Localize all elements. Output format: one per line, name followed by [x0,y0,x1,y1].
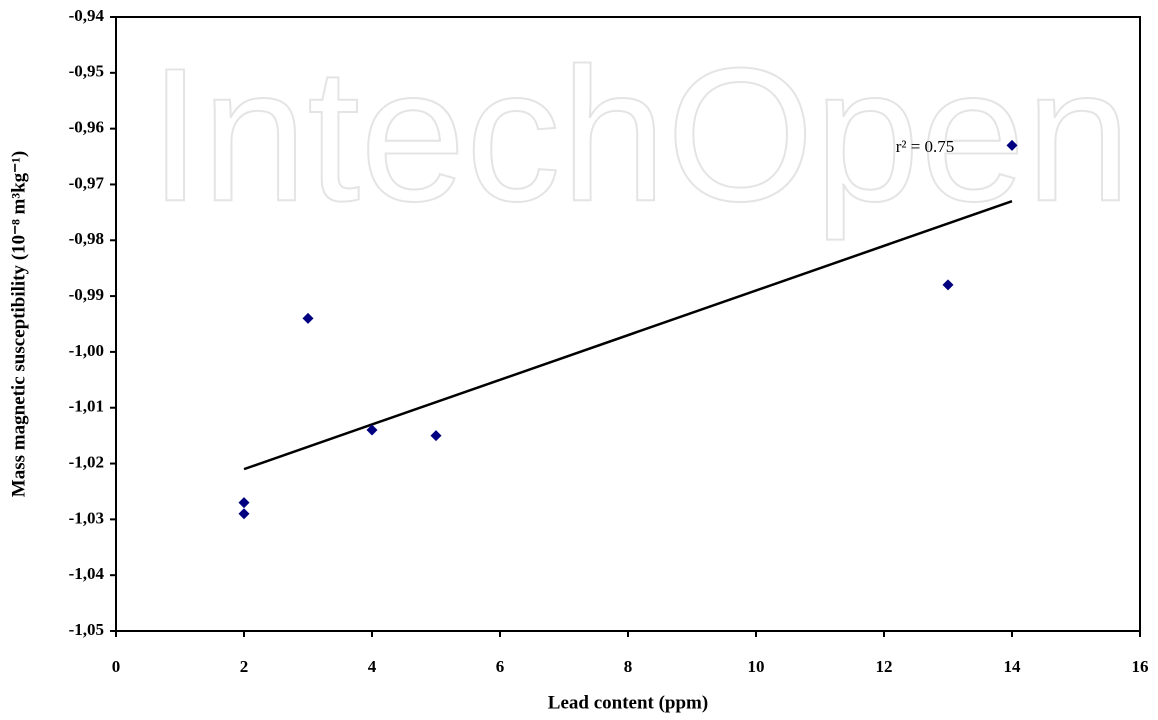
point [302,312,314,324]
y-tick-label: -1,00 [69,341,104,360]
x-tick-label: 2 [240,657,249,676]
annotation: r² = 0.75 [896,137,955,156]
y-tick-label: -1,02 [69,452,104,471]
x-tick-label: 4 [368,657,377,676]
y-tick-label: -0,96 [69,118,104,137]
x-axis-title: Lead content (ppm) [548,692,708,713]
point [366,424,378,436]
x-tick-label: 12 [876,657,893,676]
y-tick-label: -0,95 [69,62,104,81]
y-axis-title: Mass magnetic susceptibility (10⁻⁸ m³kg⁻… [8,151,29,497]
x-tick-label: 8 [624,657,633,676]
y-tick-label: -1,01 [69,397,104,416]
y-tick-label: -1,04 [69,564,105,583]
x-tick-label: 14 [1004,657,1022,676]
watermark: IntechOpen [149,29,1131,241]
point [238,508,250,520]
x-tick-label: 10 [748,657,765,676]
x-tick-label: 0 [112,657,121,676]
point [1006,139,1018,151]
x-tick-label: 16 [1132,657,1149,676]
y-tick-label: -0,98 [69,229,104,248]
y-tick-label: -1,05 [69,620,104,639]
point [430,430,442,442]
y-tick-label: -0,97 [69,173,105,192]
point [238,497,250,509]
x-tick-label: 6 [496,657,505,676]
y-tick-label: -1,03 [69,508,104,527]
trend-line [243,200,1013,471]
y-tick-label: -0,99 [69,285,104,304]
point [942,279,954,291]
y-tick-label: -0,94 [69,6,105,25]
